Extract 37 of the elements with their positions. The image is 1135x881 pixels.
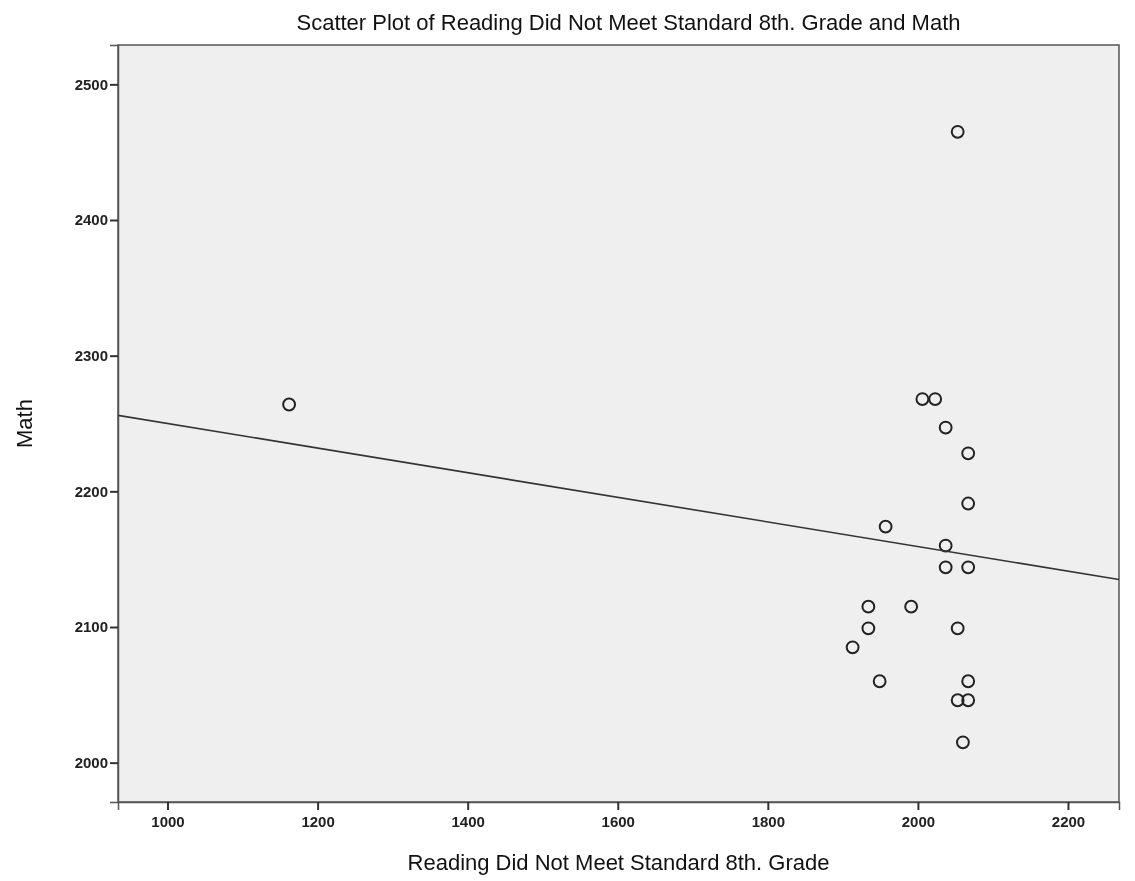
y-axis-title: Math bbox=[12, 399, 37, 448]
point bbox=[928, 392, 943, 406]
point bbox=[961, 446, 976, 461]
y-tick-label: 2100 bbox=[74, 618, 108, 636]
x-tick-label: 2000 bbox=[901, 812, 936, 830]
point bbox=[950, 621, 965, 636]
y-tick-label: 2400 bbox=[74, 211, 108, 229]
point bbox=[956, 735, 970, 750]
point bbox=[282, 397, 296, 412]
y-tick-label: 2500 bbox=[74, 75, 108, 93]
chart-title: Scatter Plot of Reading Did Not Meet Standard 8th. Grade and Math bbox=[296, 10, 961, 35]
x-axis-title: Reading Did Not Meet Standard 8th. Grade bbox=[407, 850, 830, 875]
y-tick-label: 2000 bbox=[74, 753, 108, 771]
x-tick-label: 1200 bbox=[301, 812, 335, 830]
point bbox=[872, 674, 887, 689]
x-tick-label: 1600 bbox=[601, 812, 635, 830]
point bbox=[915, 392, 930, 406]
point bbox=[961, 674, 976, 689]
point bbox=[861, 621, 876, 636]
x-tick-label: 2200 bbox=[1051, 812, 1086, 830]
point bbox=[961, 693, 976, 708]
point bbox=[938, 538, 953, 553]
point bbox=[938, 420, 953, 435]
point bbox=[878, 519, 893, 534]
x-tick-label: 1000 bbox=[151, 812, 185, 830]
y-tick-label: 2200 bbox=[74, 482, 108, 500]
point bbox=[938, 560, 953, 575]
point bbox=[861, 599, 876, 614]
point bbox=[904, 599, 919, 614]
point bbox=[950, 124, 965, 139]
x-tick-label: 1800 bbox=[751, 812, 786, 830]
x-tick-label: 1400 bbox=[451, 812, 485, 830]
point bbox=[845, 640, 860, 655]
point bbox=[950, 693, 965, 708]
point bbox=[961, 496, 976, 511]
y-tick-label: 2300 bbox=[74, 346, 108, 364]
point bbox=[961, 560, 976, 575]
